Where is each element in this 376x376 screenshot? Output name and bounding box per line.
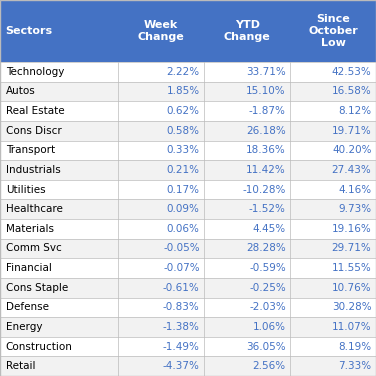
- Text: 11.55%: 11.55%: [332, 263, 371, 273]
- Text: -0.25%: -0.25%: [249, 283, 286, 293]
- Text: 33.71%: 33.71%: [246, 67, 286, 77]
- Text: Real Estate: Real Estate: [6, 106, 64, 116]
- Bar: [0, 141, 376, 160]
- Text: 11.42%: 11.42%: [246, 165, 286, 175]
- Text: 0.21%: 0.21%: [167, 165, 200, 175]
- Text: -10.28%: -10.28%: [243, 185, 286, 195]
- Bar: [0, 180, 376, 199]
- Text: -0.59%: -0.59%: [249, 263, 286, 273]
- Text: 16.58%: 16.58%: [332, 86, 371, 97]
- Bar: [0, 278, 376, 297]
- Text: 0.33%: 0.33%: [167, 146, 200, 155]
- Text: 15.10%: 15.10%: [246, 86, 286, 97]
- Text: Technology: Technology: [6, 67, 64, 77]
- Text: Since
October
Low: Since October Low: [308, 14, 358, 48]
- Text: 8.12%: 8.12%: [338, 106, 371, 116]
- Text: 2.22%: 2.22%: [167, 67, 200, 77]
- Text: 29.71%: 29.71%: [332, 243, 371, 253]
- Text: Industrials: Industrials: [6, 165, 61, 175]
- Text: Healthcare: Healthcare: [6, 204, 62, 214]
- Bar: [0, 82, 376, 101]
- Text: 36.05%: 36.05%: [246, 341, 286, 352]
- Bar: [0, 0, 376, 62]
- Text: 4.16%: 4.16%: [338, 185, 371, 195]
- Text: Autos: Autos: [6, 86, 35, 97]
- Bar: [0, 317, 376, 337]
- Text: Financial: Financial: [6, 263, 52, 273]
- Text: Retail: Retail: [6, 361, 35, 371]
- Text: -1.52%: -1.52%: [249, 204, 286, 214]
- Text: -0.83%: -0.83%: [163, 302, 200, 312]
- Text: 9.73%: 9.73%: [338, 204, 371, 214]
- Text: Transport: Transport: [6, 146, 55, 155]
- Text: -1.49%: -1.49%: [163, 341, 200, 352]
- Bar: [0, 199, 376, 219]
- Text: Defense: Defense: [6, 302, 49, 312]
- Text: 27.43%: 27.43%: [332, 165, 371, 175]
- Bar: [0, 219, 376, 239]
- Text: Comm Svc: Comm Svc: [6, 243, 61, 253]
- Bar: [0, 297, 376, 317]
- Text: Energy: Energy: [6, 322, 42, 332]
- Text: -2.03%: -2.03%: [249, 302, 286, 312]
- Text: 28.28%: 28.28%: [246, 243, 286, 253]
- Text: 11.07%: 11.07%: [332, 322, 371, 332]
- Text: YTD
Change: YTD Change: [224, 20, 271, 42]
- Bar: [0, 101, 376, 121]
- Text: 18.36%: 18.36%: [246, 146, 286, 155]
- Text: 42.53%: 42.53%: [332, 67, 371, 77]
- Text: 2.56%: 2.56%: [253, 361, 286, 371]
- Bar: [0, 239, 376, 258]
- Text: Week
Change: Week Change: [138, 20, 185, 42]
- Text: Cons Discr: Cons Discr: [6, 126, 61, 136]
- Text: 8.19%: 8.19%: [338, 341, 371, 352]
- Bar: [0, 160, 376, 180]
- Text: 0.62%: 0.62%: [167, 106, 200, 116]
- Bar: [0, 62, 376, 82]
- Text: 4.45%: 4.45%: [253, 224, 286, 234]
- Bar: [0, 356, 376, 376]
- Text: 40.20%: 40.20%: [332, 146, 371, 155]
- Text: 1.85%: 1.85%: [167, 86, 200, 97]
- Text: Materials: Materials: [6, 224, 54, 234]
- Text: -0.61%: -0.61%: [163, 283, 200, 293]
- Text: Cons Staple: Cons Staple: [6, 283, 68, 293]
- Text: 0.58%: 0.58%: [167, 126, 200, 136]
- Bar: [0, 121, 376, 141]
- Text: 0.09%: 0.09%: [167, 204, 200, 214]
- Text: 0.06%: 0.06%: [167, 224, 200, 234]
- Text: -1.87%: -1.87%: [249, 106, 286, 116]
- Text: Sectors: Sectors: [6, 26, 53, 36]
- Text: 0.17%: 0.17%: [167, 185, 200, 195]
- Text: -1.38%: -1.38%: [163, 322, 200, 332]
- Text: 10.76%: 10.76%: [332, 283, 371, 293]
- Bar: [0, 258, 376, 278]
- Text: -4.37%: -4.37%: [163, 361, 200, 371]
- Text: 1.06%: 1.06%: [253, 322, 286, 332]
- Bar: [0, 337, 376, 356]
- Text: Utilities: Utilities: [6, 185, 45, 195]
- Text: 26.18%: 26.18%: [246, 126, 286, 136]
- Text: 7.33%: 7.33%: [338, 361, 371, 371]
- Text: 19.16%: 19.16%: [332, 224, 371, 234]
- Text: 19.71%: 19.71%: [332, 126, 371, 136]
- Text: 30.28%: 30.28%: [332, 302, 371, 312]
- Text: -0.05%: -0.05%: [163, 243, 200, 253]
- Text: -0.07%: -0.07%: [163, 263, 200, 273]
- Text: Construction: Construction: [6, 341, 73, 352]
